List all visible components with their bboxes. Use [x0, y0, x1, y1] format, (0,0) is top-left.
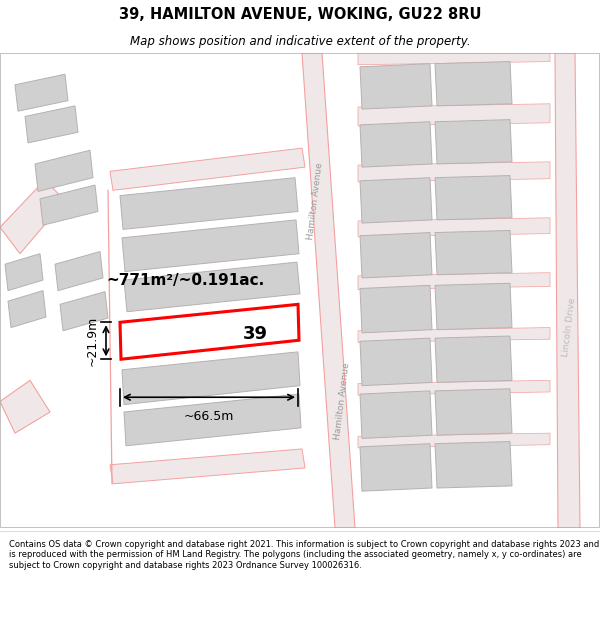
Text: Map shows position and indicative extent of the property.: Map shows position and indicative extent… — [130, 35, 470, 48]
Polygon shape — [60, 292, 108, 331]
Polygon shape — [5, 254, 43, 291]
Text: Hamilton Avenue: Hamilton Avenue — [306, 162, 324, 240]
Polygon shape — [358, 328, 550, 342]
Polygon shape — [120, 177, 298, 229]
Polygon shape — [124, 394, 301, 446]
Polygon shape — [110, 449, 305, 484]
Polygon shape — [35, 150, 93, 191]
Polygon shape — [358, 162, 550, 182]
Polygon shape — [360, 177, 432, 223]
Polygon shape — [0, 381, 50, 433]
Polygon shape — [360, 64, 432, 109]
Text: 39: 39 — [242, 325, 268, 343]
Polygon shape — [110, 148, 305, 191]
Polygon shape — [358, 381, 550, 395]
Polygon shape — [0, 53, 600, 528]
Polygon shape — [120, 304, 299, 359]
Polygon shape — [360, 232, 432, 278]
Polygon shape — [55, 252, 103, 291]
Polygon shape — [0, 180, 65, 254]
Polygon shape — [122, 220, 299, 272]
Polygon shape — [358, 104, 550, 126]
Polygon shape — [124, 262, 300, 312]
Polygon shape — [302, 53, 355, 528]
Text: Hamilton Avenue: Hamilton Avenue — [333, 362, 351, 441]
Polygon shape — [360, 338, 432, 386]
Polygon shape — [358, 217, 550, 237]
Polygon shape — [435, 389, 512, 435]
Polygon shape — [358, 272, 550, 289]
Polygon shape — [435, 336, 512, 382]
Text: Lincoln Drive: Lincoln Drive — [561, 298, 577, 358]
Polygon shape — [435, 176, 512, 220]
Polygon shape — [435, 283, 512, 329]
Polygon shape — [358, 433, 550, 448]
Polygon shape — [358, 53, 550, 65]
Polygon shape — [360, 444, 432, 491]
Text: ~21.9m: ~21.9m — [86, 316, 99, 366]
Polygon shape — [360, 286, 432, 333]
Polygon shape — [40, 185, 98, 225]
Text: Contains OS data © Crown copyright and database right 2021. This information is : Contains OS data © Crown copyright and d… — [9, 540, 599, 569]
Polygon shape — [435, 119, 512, 164]
Polygon shape — [122, 352, 300, 404]
Polygon shape — [435, 442, 512, 488]
Polygon shape — [435, 231, 512, 275]
Polygon shape — [8, 291, 46, 328]
Polygon shape — [360, 122, 432, 167]
Text: ~66.5m: ~66.5m — [184, 410, 234, 423]
Polygon shape — [360, 391, 432, 438]
Text: 39, HAMILTON AVENUE, WOKING, GU22 8RU: 39, HAMILTON AVENUE, WOKING, GU22 8RU — [119, 8, 481, 22]
Polygon shape — [435, 62, 512, 106]
Text: ~771m²/~0.191ac.: ~771m²/~0.191ac. — [106, 272, 264, 288]
Polygon shape — [25, 106, 78, 143]
Polygon shape — [555, 53, 580, 528]
Polygon shape — [15, 74, 68, 111]
